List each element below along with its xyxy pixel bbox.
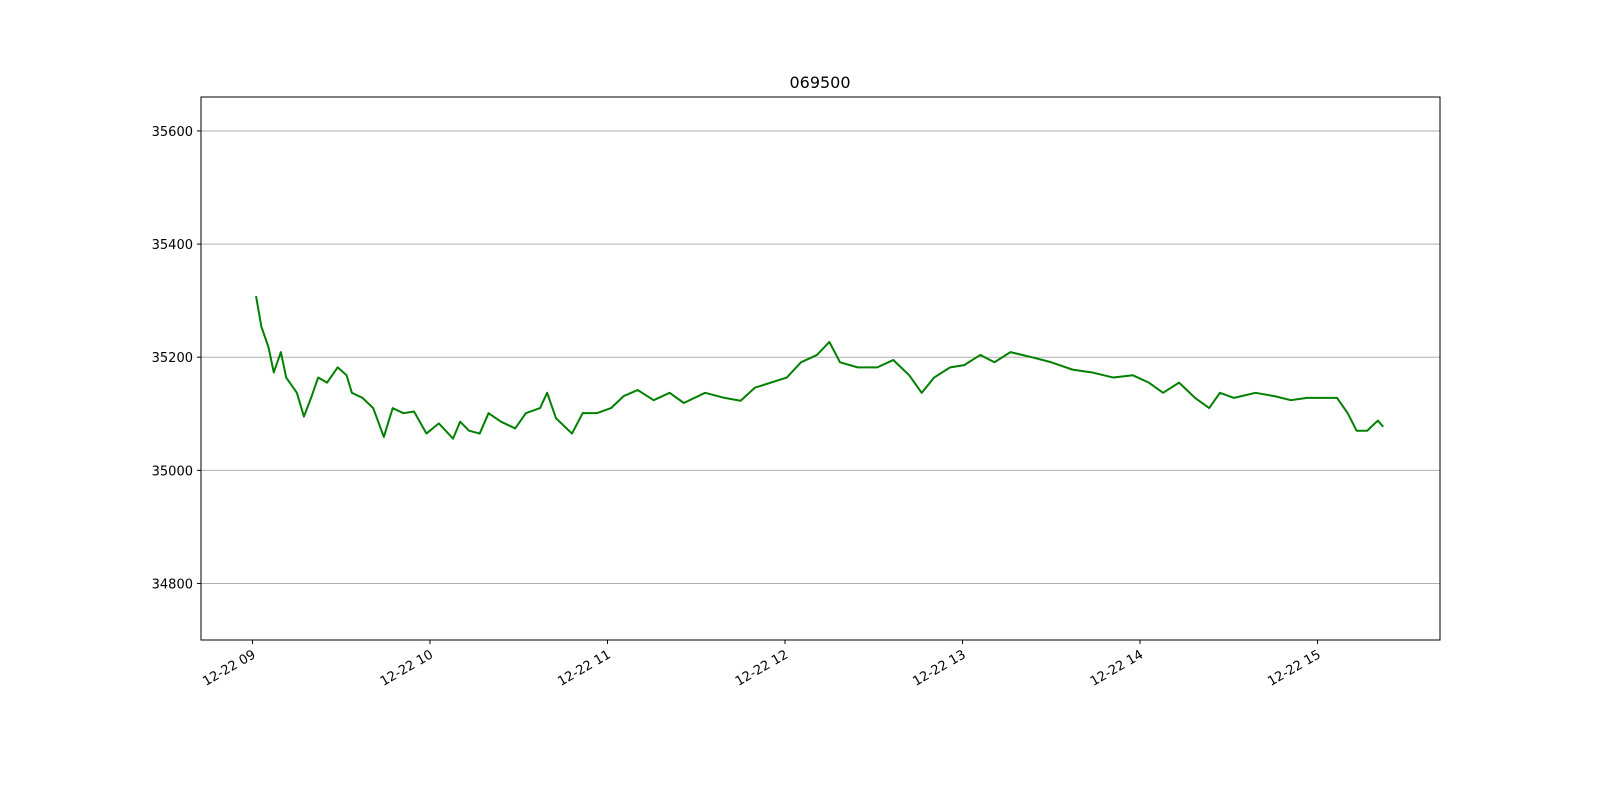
x-tick-label: 12-22 11 [555,647,613,689]
x-tick-label: 12-22 14 [1088,647,1146,689]
x-tick-label: 12-22 15 [1265,647,1323,689]
x-tick-label: 12-22 10 [378,647,436,689]
y-tick-label: 35000 [152,464,193,479]
y-tick-label: 35200 [152,351,193,366]
y-tick-label: 35400 [152,238,193,253]
line-series [255,295,1384,440]
x-tick-label: 12-22 13 [910,647,968,689]
chart-title: 069500 [789,73,850,92]
y-tick-label: 35600 [152,125,193,140]
x-tick-label: 12-22 12 [733,647,791,689]
plot-frame [200,96,1441,641]
x-tick-label: 12-22 09 [200,647,258,689]
y-tick-label: 34800 [152,577,193,592]
